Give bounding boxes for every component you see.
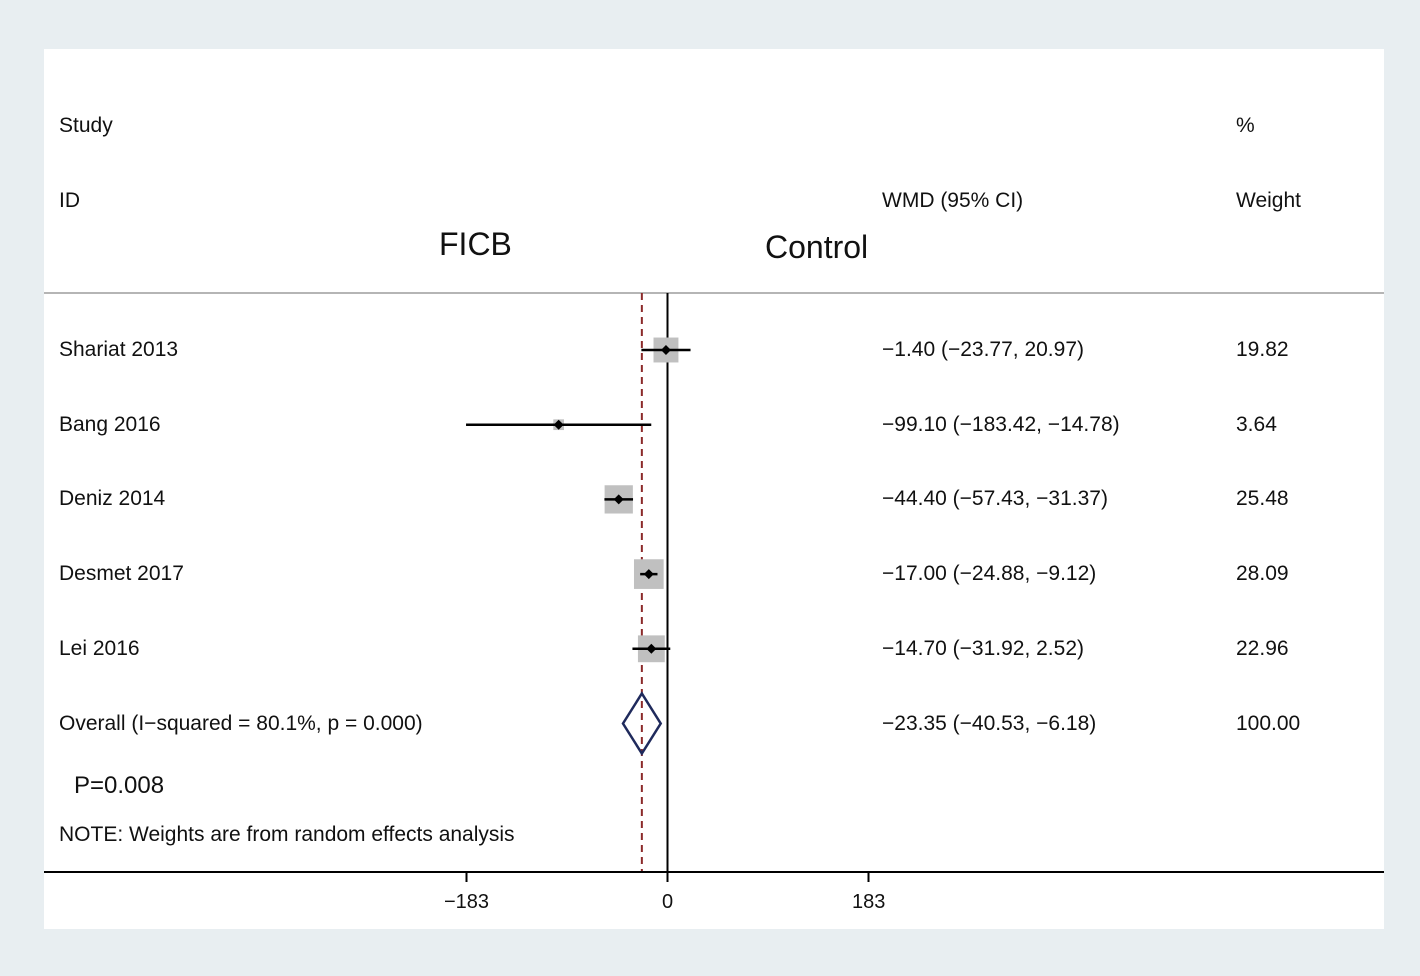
study-label: Lei 2016: [59, 636, 140, 660]
side-label-right: Control: [765, 229, 869, 265]
ci-text: −14.70 (−31.92, 2.52): [882, 636, 1084, 660]
point-estimate: [643, 569, 654, 580]
header-study: Study: [59, 114, 113, 137]
overall-diamond: [621, 691, 663, 756]
header-weight: Weight: [1236, 189, 1301, 212]
ci-text: −99.10 (−183.42, −14.78): [882, 412, 1120, 436]
weight-text: 25.48: [1236, 487, 1289, 511]
note-text: NOTE: Weights are from random effects an…: [59, 823, 515, 846]
header-effect: WMD (95% CI): [882, 189, 1024, 212]
study-label: Bang 2016: [59, 412, 161, 436]
side-label-left: FICB: [439, 226, 512, 262]
weight-text: 3.64: [1236, 412, 1277, 436]
point-estimate: [646, 643, 657, 654]
weight-text: 22.96: [1236, 636, 1289, 660]
point-estimate: [613, 494, 624, 505]
weight-text: 28.09: [1236, 562, 1289, 586]
overall-weight-text: 100.00: [1236, 711, 1301, 735]
header-id: ID: [59, 189, 80, 212]
point-estimate: [553, 419, 564, 430]
forest-plot: [44, 292, 1384, 882]
ci-text: −1.40 (−23.77, 20.97): [882, 338, 1084, 361]
study-label: Deniz 2014: [59, 487, 166, 511]
overall-label: Overall (I−squared = 80.1%, p = 0.000): [59, 711, 423, 735]
plot-panel: Study ID WMD (95% CI) % Weight FICB Cont…: [44, 49, 1384, 929]
x-tick-label: 183: [852, 891, 886, 913]
ci-text: −17.00 (−24.88, −9.12): [882, 562, 1097, 586]
p-value-label: P=0.008: [74, 772, 165, 799]
study-label: Desmet 2017: [59, 562, 184, 586]
ci-text: −44.40 (−57.43, −31.37): [882, 487, 1108, 511]
point-estimate: [660, 345, 671, 355]
header-weight-pct: %: [1236, 114, 1255, 137]
x-tick-label: −183: [444, 891, 490, 913]
x-tick-label: 0: [662, 891, 674, 913]
overall-ci-text: −23.35 (−40.53, −6.18): [882, 711, 1097, 735]
weight-text: 19.82: [1236, 338, 1289, 361]
study-label: Shariat 2013: [59, 338, 179, 361]
